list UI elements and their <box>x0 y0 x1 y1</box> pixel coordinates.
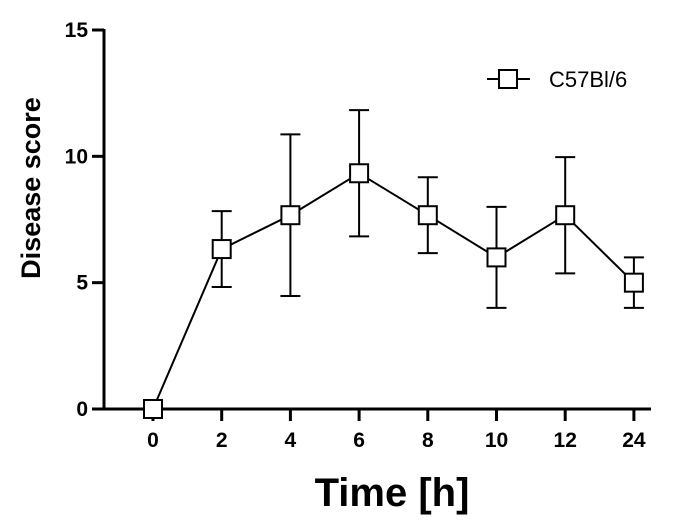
data-point-marker <box>417 205 438 226</box>
x-tick-label: 2 <box>216 429 228 452</box>
data-point-marker <box>280 205 301 226</box>
x-tick-label: 10 <box>485 429 508 452</box>
data-point-marker <box>555 205 576 226</box>
data-point-marker <box>211 239 232 260</box>
y-tick-label: 15 <box>65 19 89 42</box>
data-point-marker <box>143 399 163 419</box>
x-tick-label: 0 <box>147 429 159 452</box>
legend-label: C57Bl/6 <box>549 67 627 92</box>
y-tick-label: 0 <box>76 398 88 421</box>
data-point-marker <box>349 163 370 184</box>
x-tick-label: 4 <box>285 429 297 452</box>
series-line <box>152 172 635 410</box>
y-tick-label: 5 <box>76 272 88 295</box>
x-axis-label: Time [h] <box>315 471 470 515</box>
legend: C57Bl/6 <box>487 67 627 92</box>
x-tick-label: 6 <box>353 429 365 452</box>
x-tick-label: 12 <box>554 429 577 452</box>
data-point-marker <box>623 272 644 293</box>
x-tick-label: 8 <box>422 429 434 452</box>
data-point-marker <box>486 247 507 268</box>
data-markers <box>143 163 644 419</box>
series-polyline <box>152 172 635 410</box>
x-tick-label: 24 <box>622 429 646 452</box>
y-tick-label: 10 <box>65 145 88 168</box>
legend-marker <box>498 69 518 89</box>
y-axis-label: Disease score <box>16 97 46 279</box>
